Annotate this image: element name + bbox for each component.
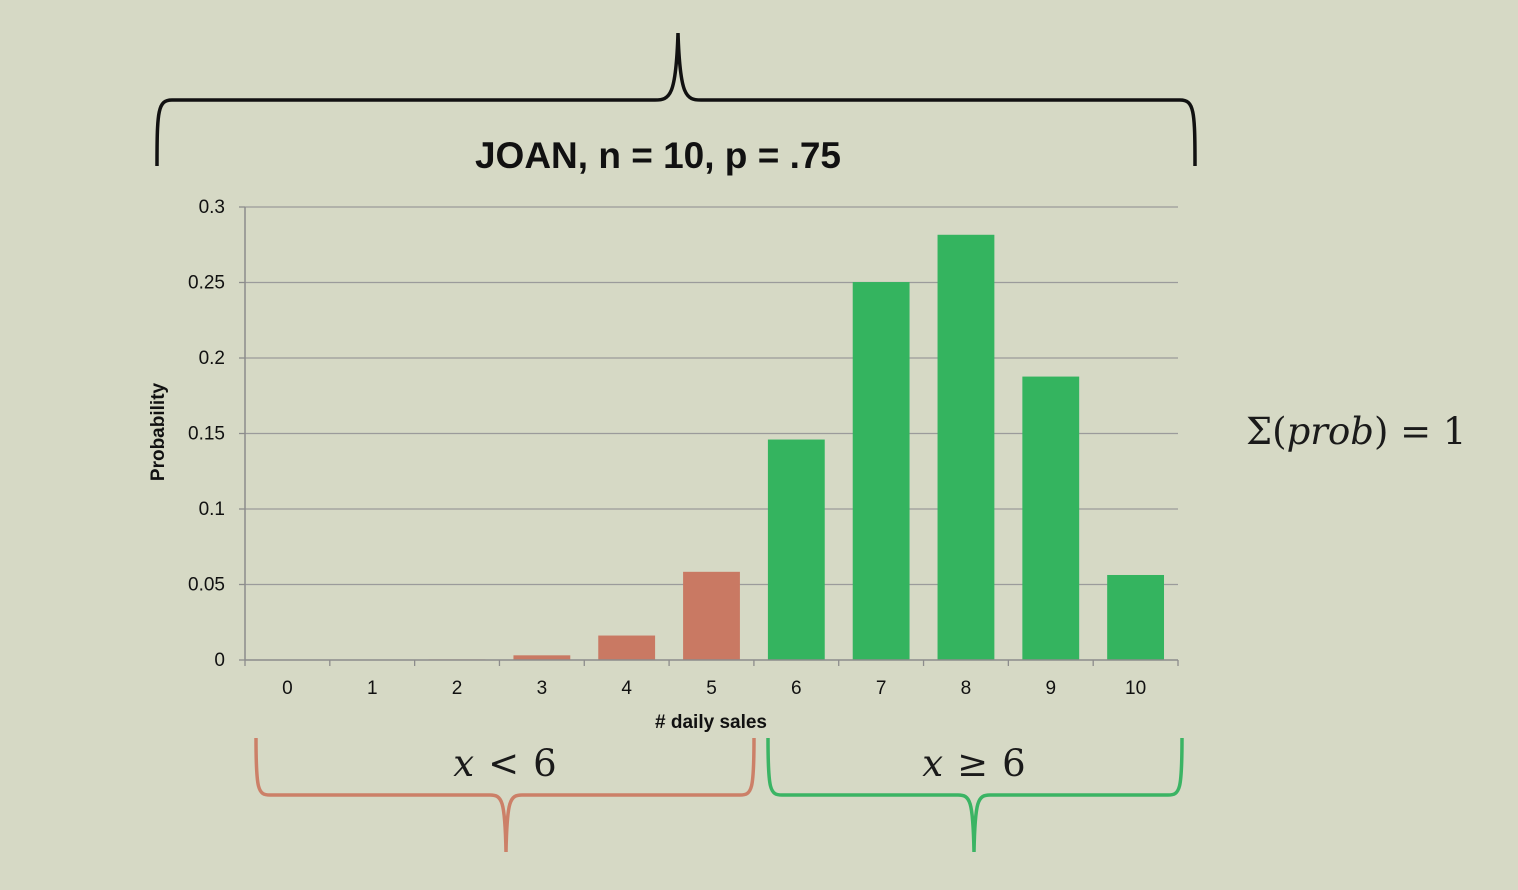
chart-title: JOAN, n = 10, p = .75: [475, 135, 841, 176]
bar-6: [767, 439, 825, 660]
bar-8: [937, 234, 995, 660]
x-tick-label: 4: [621, 678, 632, 699]
sum-annotation: Σ(prob) = 1: [1246, 410, 1466, 453]
x-axis-label: # daily sales: [655, 712, 767, 733]
y-tick-label: 0.05: [188, 575, 225, 596]
top-brace: [155, 32, 1197, 167]
bar-10: [1107, 574, 1165, 660]
x-tick-label: 3: [537, 678, 548, 699]
y-tick-label: 0.3: [199, 197, 225, 218]
y-axis-label: Probability: [148, 382, 169, 481]
bars: [258, 234, 1165, 660]
y-tick-label: 0.2: [199, 348, 225, 369]
left-brace-label: x <6: [453, 742, 556, 785]
x-tick-label: 8: [961, 678, 972, 699]
y-tick-labels: 0 0.05 0.1 0.15 0.2 0.25 0.3: [188, 197, 225, 671]
y-tick-label: 0.1: [199, 499, 225, 520]
x-tick-label: 10: [1125, 678, 1146, 699]
x-tick-label: 7: [876, 678, 887, 699]
right-brace-label: x ≥6: [922, 742, 1025, 785]
x-tick-label: 1: [367, 678, 378, 699]
x-tick-labels: 0 1 2 3 4 5 6 7 8 9 10: [282, 678, 1146, 699]
x-tick-label: 0: [282, 678, 293, 699]
bar-4: [598, 635, 656, 660]
x-tick-label: 2: [452, 678, 463, 699]
x-tick-label: 9: [1045, 678, 1056, 699]
bar-7: [852, 282, 910, 660]
left-bottom-brace: [254, 737, 756, 853]
y-tick-label: 0: [214, 650, 225, 671]
y-tick-label: 0.15: [188, 424, 225, 445]
x-tick-label: 5: [706, 678, 717, 699]
axes: [244, 207, 1179, 666]
bar-3: [513, 655, 571, 660]
right-bottom-brace: [766, 737, 1184, 853]
x-tick-label: 6: [791, 678, 802, 699]
gridlines: [239, 206, 1178, 661]
y-tick-label: 0.25: [188, 273, 225, 294]
bar-9: [1022, 376, 1080, 660]
bar-5: [683, 571, 740, 660]
